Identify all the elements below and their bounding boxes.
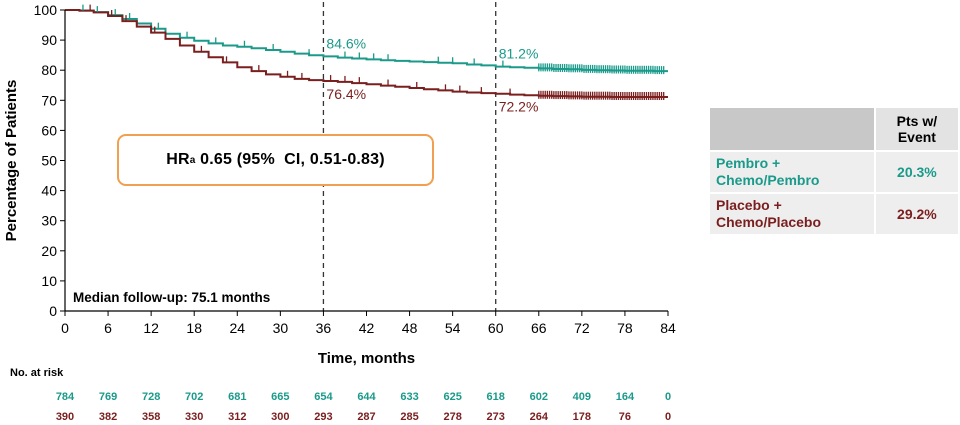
y-tick-label: 90 bbox=[41, 32, 57, 48]
y-tick-label: 70 bbox=[41, 92, 57, 108]
x-tick-label: 42 bbox=[359, 320, 375, 336]
risk-value: 178 bbox=[573, 411, 591, 423]
data-label: 84.6% bbox=[326, 35, 366, 51]
risk-value: 300 bbox=[271, 411, 289, 423]
x-tick-label: 30 bbox=[273, 320, 289, 336]
risk-table-title: No. at risk bbox=[10, 367, 64, 379]
event-table-row-placebo: Placebo + Chemo/Placebo 29.2% bbox=[710, 194, 958, 234]
risk-value: 409 bbox=[573, 391, 591, 403]
risk-value: 769 bbox=[99, 391, 117, 403]
risk-value: 285 bbox=[400, 411, 418, 423]
risk-value: 164 bbox=[616, 391, 635, 403]
event-table-value-pembro: 20.3% bbox=[875, 152, 958, 192]
risk-value: 665 bbox=[271, 391, 289, 403]
risk-value: 264 bbox=[530, 411, 549, 423]
risk-value: 293 bbox=[314, 411, 332, 423]
x-tick-label: 36 bbox=[316, 320, 332, 336]
x-tick-label: 18 bbox=[186, 320, 202, 336]
series-line-1 bbox=[65, 9, 668, 98]
event-table-header-row: Pts w/ Event bbox=[710, 108, 958, 150]
series-line-0 bbox=[65, 9, 668, 73]
x-tick-label: 48 bbox=[402, 320, 418, 336]
x-tick-label: 60 bbox=[488, 320, 504, 336]
x-tick-label: 24 bbox=[229, 320, 245, 336]
y-tick-label: 80 bbox=[41, 62, 57, 78]
hr-prefix: HR bbox=[166, 151, 190, 168]
risk-value: 0 bbox=[665, 411, 671, 423]
event-table-row-pembro: Pembro + Chemo/Pembro 20.3% bbox=[710, 152, 958, 192]
event-table-arm-pembro: Pembro + Chemo/Pembro bbox=[710, 152, 874, 192]
hr-value: 0.65 (95% CI, 0.51-0.83) bbox=[195, 151, 385, 168]
x-tick-label: 78 bbox=[617, 320, 633, 336]
x-tick-label: 66 bbox=[531, 320, 547, 336]
risk-value: 278 bbox=[443, 411, 461, 423]
x-tick-label: 0 bbox=[61, 320, 69, 336]
data-label: 76.4% bbox=[326, 86, 366, 102]
y-tick-label: 30 bbox=[41, 213, 57, 229]
risk-value: 654 bbox=[314, 391, 333, 403]
x-tick-label: 54 bbox=[445, 320, 461, 336]
risk-value: 702 bbox=[185, 391, 203, 403]
y-tick-label: 10 bbox=[41, 273, 57, 289]
hazard-ratio-box: HR a 0.65 (95% CI, 0.51-0.83) bbox=[117, 134, 434, 186]
risk-value: 390 bbox=[56, 411, 74, 423]
risk-value: 273 bbox=[487, 411, 505, 423]
risk-value: 76 bbox=[619, 411, 631, 423]
risk-value: 312 bbox=[228, 411, 246, 423]
event-table-arm-placebo: Placebo + Chemo/Placebo bbox=[710, 194, 874, 234]
event-table: Pts w/ Event Pembro + Chemo/Pembro 20.3%… bbox=[708, 106, 960, 236]
event-table-value-placebo: 29.2% bbox=[875, 194, 958, 234]
x-tick-label: 12 bbox=[143, 320, 159, 336]
y-tick-label: 60 bbox=[41, 122, 57, 138]
y-tick-label: 100 bbox=[34, 2, 58, 18]
risk-value: 681 bbox=[228, 391, 246, 403]
risk-value: 625 bbox=[443, 391, 461, 403]
data-label: 72.2% bbox=[499, 99, 539, 115]
risk-value: 0 bbox=[665, 391, 671, 403]
risk-value: 618 bbox=[487, 391, 505, 403]
risk-value: 644 bbox=[357, 391, 376, 403]
x-tick-label: 72 bbox=[574, 320, 590, 336]
x-tick-label: 84 bbox=[660, 320, 676, 336]
event-table-empty-header bbox=[710, 108, 874, 150]
risk-value: 330 bbox=[185, 411, 203, 423]
risk-value: 728 bbox=[142, 391, 160, 403]
event-table-header: Pts w/ Event bbox=[875, 108, 958, 150]
x-tick-label: 6 bbox=[104, 320, 112, 336]
y-tick-label: 50 bbox=[41, 153, 57, 169]
y-tick-label: 0 bbox=[49, 303, 57, 319]
risk-value: 382 bbox=[99, 411, 117, 423]
risk-value: 784 bbox=[56, 391, 75, 403]
y-tick-label: 40 bbox=[41, 183, 57, 199]
x-axis-title: Time, months bbox=[318, 350, 415, 367]
risk-value: 287 bbox=[357, 411, 375, 423]
data-label: 81.2% bbox=[499, 46, 539, 62]
y-axis-title: Percentage of Patients bbox=[3, 80, 20, 242]
risk-value: 633 bbox=[400, 391, 418, 403]
hr-superscript: a bbox=[189, 154, 196, 166]
risk-value: 358 bbox=[142, 411, 160, 423]
median-followup-label: Median follow-up: 75.1 months bbox=[71, 290, 273, 305]
risk-value: 602 bbox=[530, 391, 548, 403]
y-tick-label: 20 bbox=[41, 243, 57, 259]
